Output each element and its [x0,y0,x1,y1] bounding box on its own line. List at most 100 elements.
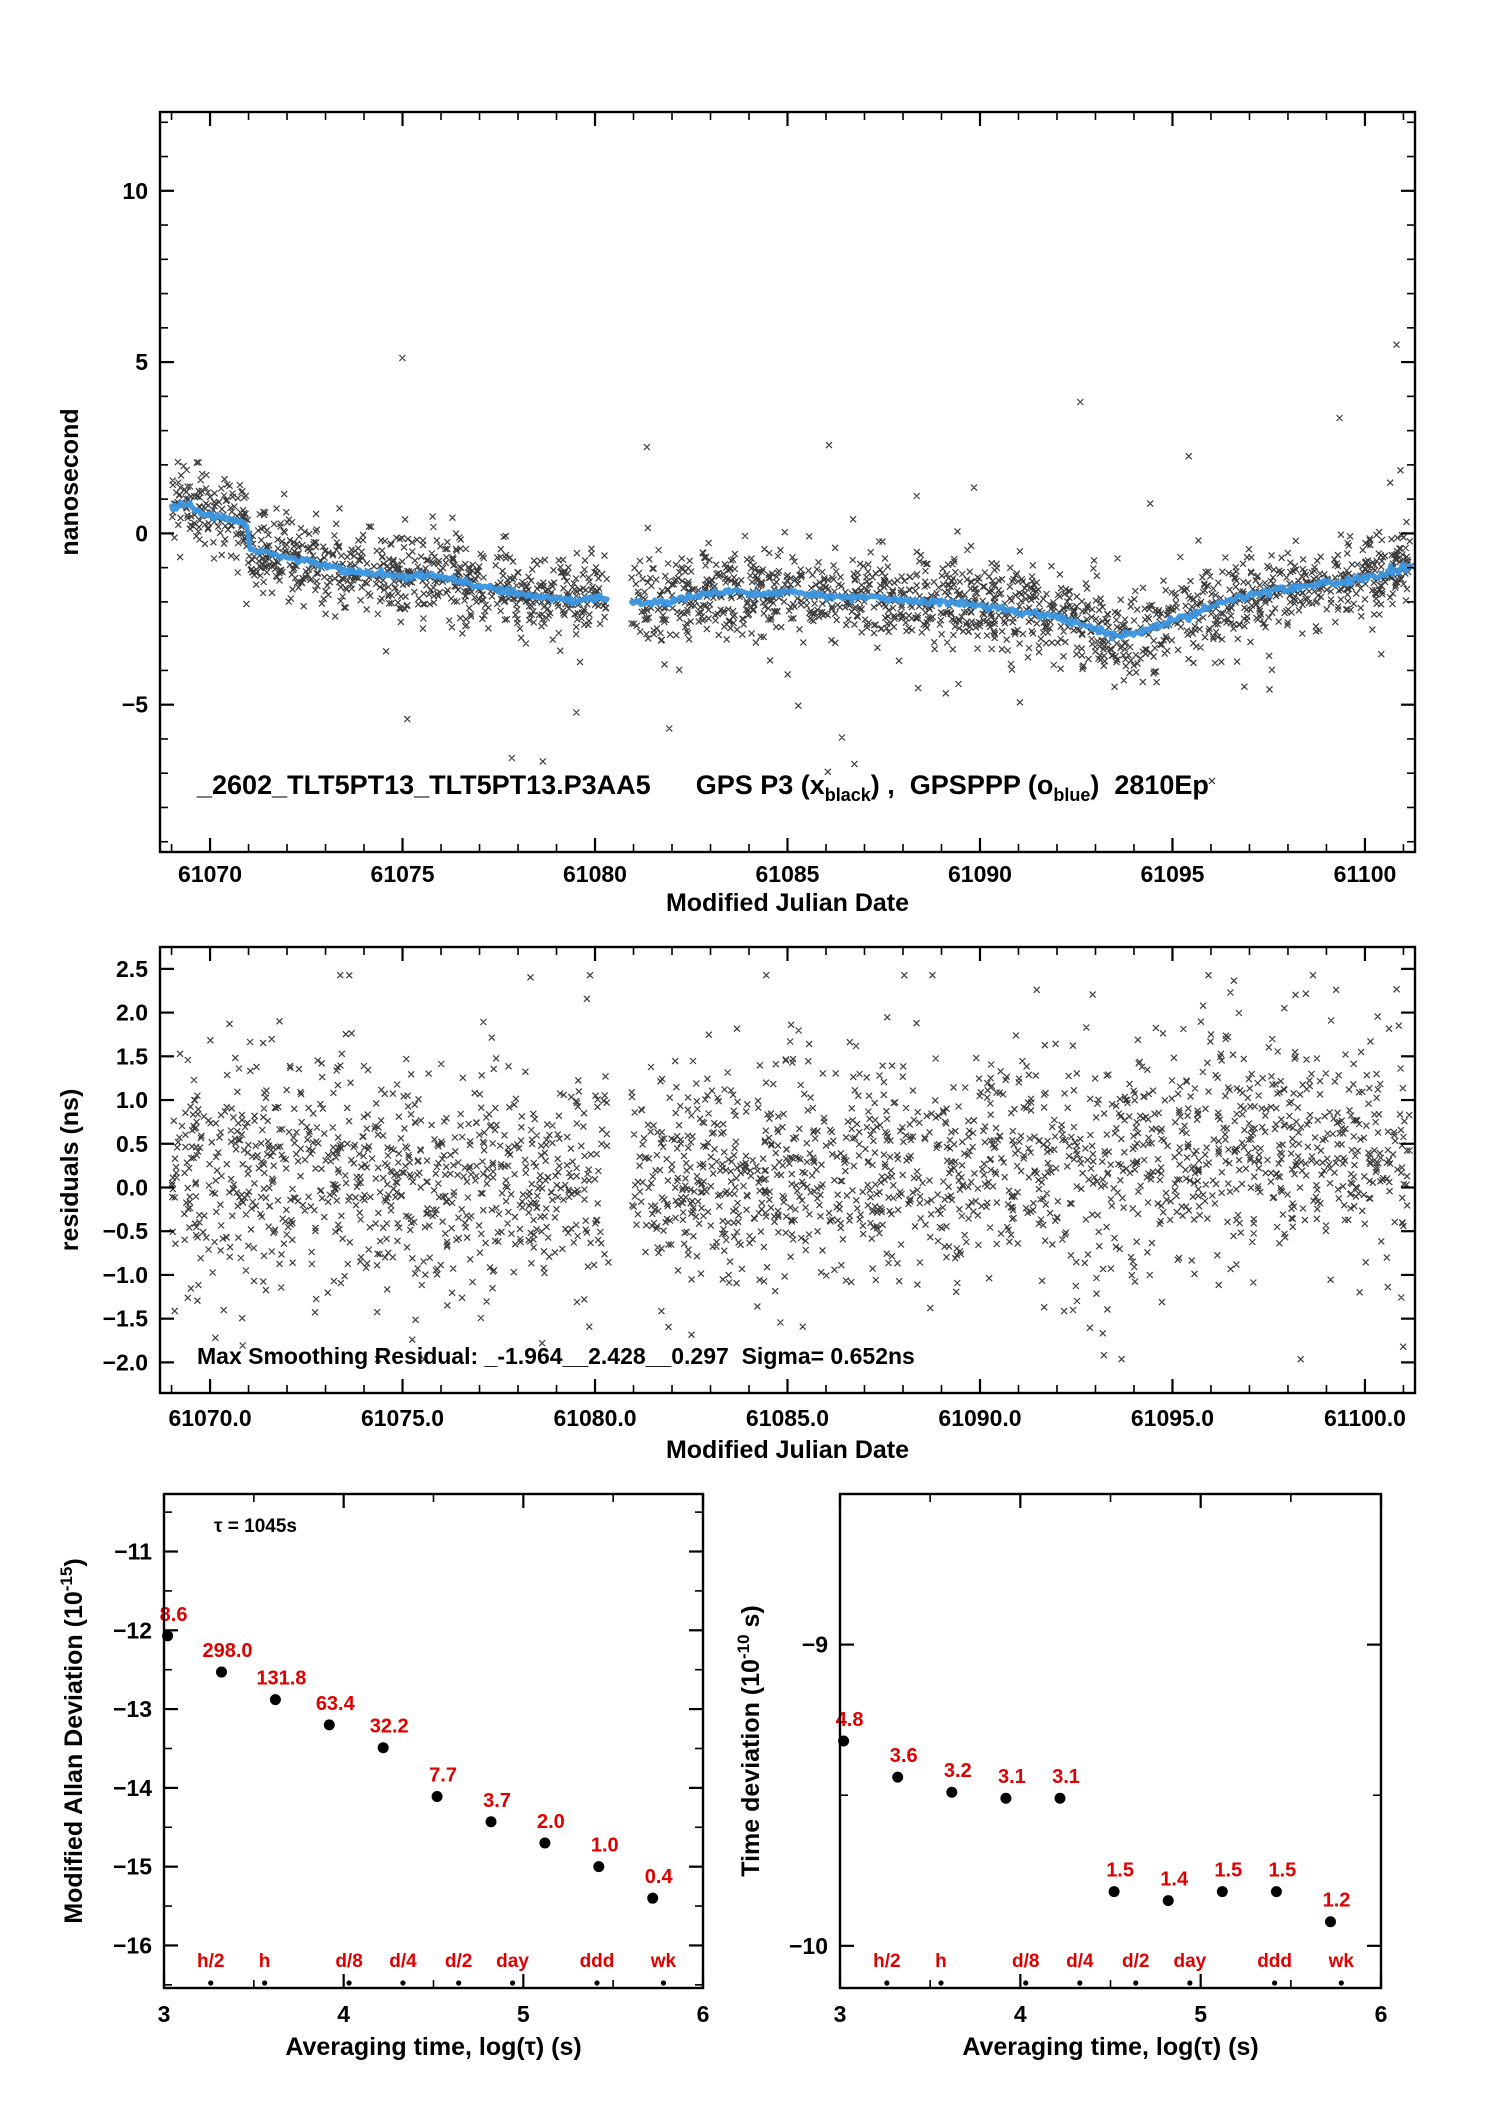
y-tick-label: −15 [113,1854,152,1880]
calendar-tau-label: day [1173,1951,1206,1972]
residuals-chart-data [168,971,1413,1363]
calendar-tick-dot [400,1980,406,1986]
calendar-tick-dot [1272,1980,1278,1986]
deviation-value-label: 4.8 [836,1709,864,1731]
tau-annotation: τ = 1045s [214,1516,297,1537]
x-tick-label: 6 [697,2001,710,2027]
y-tick-label: −0.5 [103,1218,149,1244]
deviation-point [377,1742,389,1754]
residuals-chart: 61070.0 61075.0 61080.0 61085.0 61090.0 61095… [56,945,1417,1464]
calendar-tau-label: wk [650,1951,677,1972]
y-tick-label: −12 [113,1617,152,1643]
x-tick-label: 3 [834,2001,847,2027]
calendar-tick-dot [1187,1980,1193,1986]
x-tick-label: 61080.0 [553,1405,636,1431]
calendar-tick-dot [1023,1980,1029,1986]
deviation-point [593,1861,605,1873]
y-tick-label: −13 [113,1696,152,1722]
y-tick-label: −10 [789,1933,828,1959]
calendar-tau-label: h/2 [873,1951,900,1972]
deviation-value-label: 131.8 [256,1668,306,1690]
calendar-tick-dot [594,1980,600,1986]
deviation-point [892,1771,904,1783]
y-tick-label: 0.5 [116,1131,148,1157]
deviation-value-label: 7.7 [429,1765,457,1787]
x-tick-label: 4 [337,2001,350,2027]
x-tick-label: 5 [1194,2001,1207,2027]
calendar-tau-label: d/4 [389,1951,417,1972]
x-tick-label: 61095.0 [1131,1405,1214,1431]
plot-frame [162,1492,705,1990]
calendar-tau-label: day [496,1951,529,1972]
deviation-point [946,1786,958,1798]
deviation-point [431,1791,443,1803]
deviation-value-label: 3.7 [483,1790,511,1812]
x-tick-label: 61080 [563,861,627,887]
x-tick-label: 5 [517,2001,530,2027]
x-tick-label: 6 [1375,2001,1388,2027]
x-tick-label: 61090.0 [938,1405,1021,1431]
y-axis-title: nanosecond [56,408,84,555]
calendar-tau-label: d/2 [445,1951,472,1972]
calendar-tau-label: d/2 [1122,1951,1149,1972]
calendar-tau-label: ddd [1257,1951,1292,1972]
deviation-value-label: 32.2 [370,1716,409,1738]
x-tick-label: 61100.0 [1324,1405,1406,1431]
deviation-point [215,1666,227,1678]
deviation-value-label: 1.0 [591,1835,619,1857]
tdev-chart: 4.8 3.6 3.2 3.1 3.1 1.5 1.4 1.5 1.5 1.2 h/2 h d/8 d/4… [734,1492,1388,2061]
deviation-value-label: 3.1 [1052,1766,1080,1788]
calendar-tick-dot [208,1980,214,1986]
y-axis-title: Modified Allan Deviation (10-15) [57,1558,88,1923]
deviation-point [1054,1792,1066,1804]
deviation-point [1270,1886,1282,1898]
x-tick-label: 61095 [1140,861,1204,887]
phase-chart-data [168,341,1415,785]
x-axis-title: Modified Julian Date [666,1436,909,1464]
calendar-tau-label: d/8 [1012,1951,1039,1972]
plot-frame [158,110,1417,854]
deviation-value-label: 3.2 [944,1760,972,1782]
y-tick-label: −16 [113,1932,152,1958]
deviation-value-label: 0.4 [645,1866,674,1888]
deviation-point [1000,1792,1012,1804]
x-tick-label: 61075.0 [361,1405,444,1431]
residual-stats-annotation: Max Smoothing Residual: _-1.964__2.428__… [197,1343,915,1369]
deviation-value-label: 3.6 [890,1745,918,1767]
deviation-value-label: 1.5 [1269,1860,1297,1882]
deviation-value-label: 2.0 [537,1811,565,1833]
y-tick-label: −11 [114,1539,152,1565]
y-tick-label: −14 [113,1775,152,1801]
y-tick-label: 1.5 [116,1043,148,1069]
x-axis-title: Modified Julian Date [666,889,909,917]
calendar-tau-label: d/4 [1066,1951,1094,1972]
y-tick-label: −5 [122,692,148,718]
x-tick-label: 61090 [948,861,1012,887]
scatter-x-markers [168,971,1413,1363]
calendar-tick-dot [1338,1980,1344,1986]
calendar-tick-dot [660,1980,667,1986]
y-tick-label: −9 [802,1632,828,1658]
x-tick-label: 61100 [1334,861,1397,887]
calendar-tick-dot [509,1980,516,1986]
deviation-point [539,1837,551,1849]
plot-frame [838,1492,1383,1990]
x-tick-label: 4 [1014,2001,1027,2027]
deviation-point [269,1694,281,1706]
y-tick-label: 2.5 [116,956,148,982]
deviation-value-label: 63.4 [316,1693,356,1715]
deviation-point [323,1719,335,1731]
y-tick-label: 5 [135,349,148,375]
calendar-tau-label: d/8 [335,1951,362,1972]
y-axis-title: Time deviation (10-10 s) [734,1605,765,1876]
smoothed-line [629,561,1414,642]
calendar-tau-label: h [935,1951,947,1972]
x-tick-label: 61085.0 [746,1405,829,1431]
y-tick-label: −1.5 [103,1306,149,1332]
deviation-point [1216,1886,1228,1898]
x-axis-title: Averaging time, log(τ) (s) [962,2033,1258,2061]
calendar-tick-dot [346,1980,352,1986]
deviation-point [485,1816,497,1828]
deviation-value-label: 1.5 [1214,1860,1242,1882]
